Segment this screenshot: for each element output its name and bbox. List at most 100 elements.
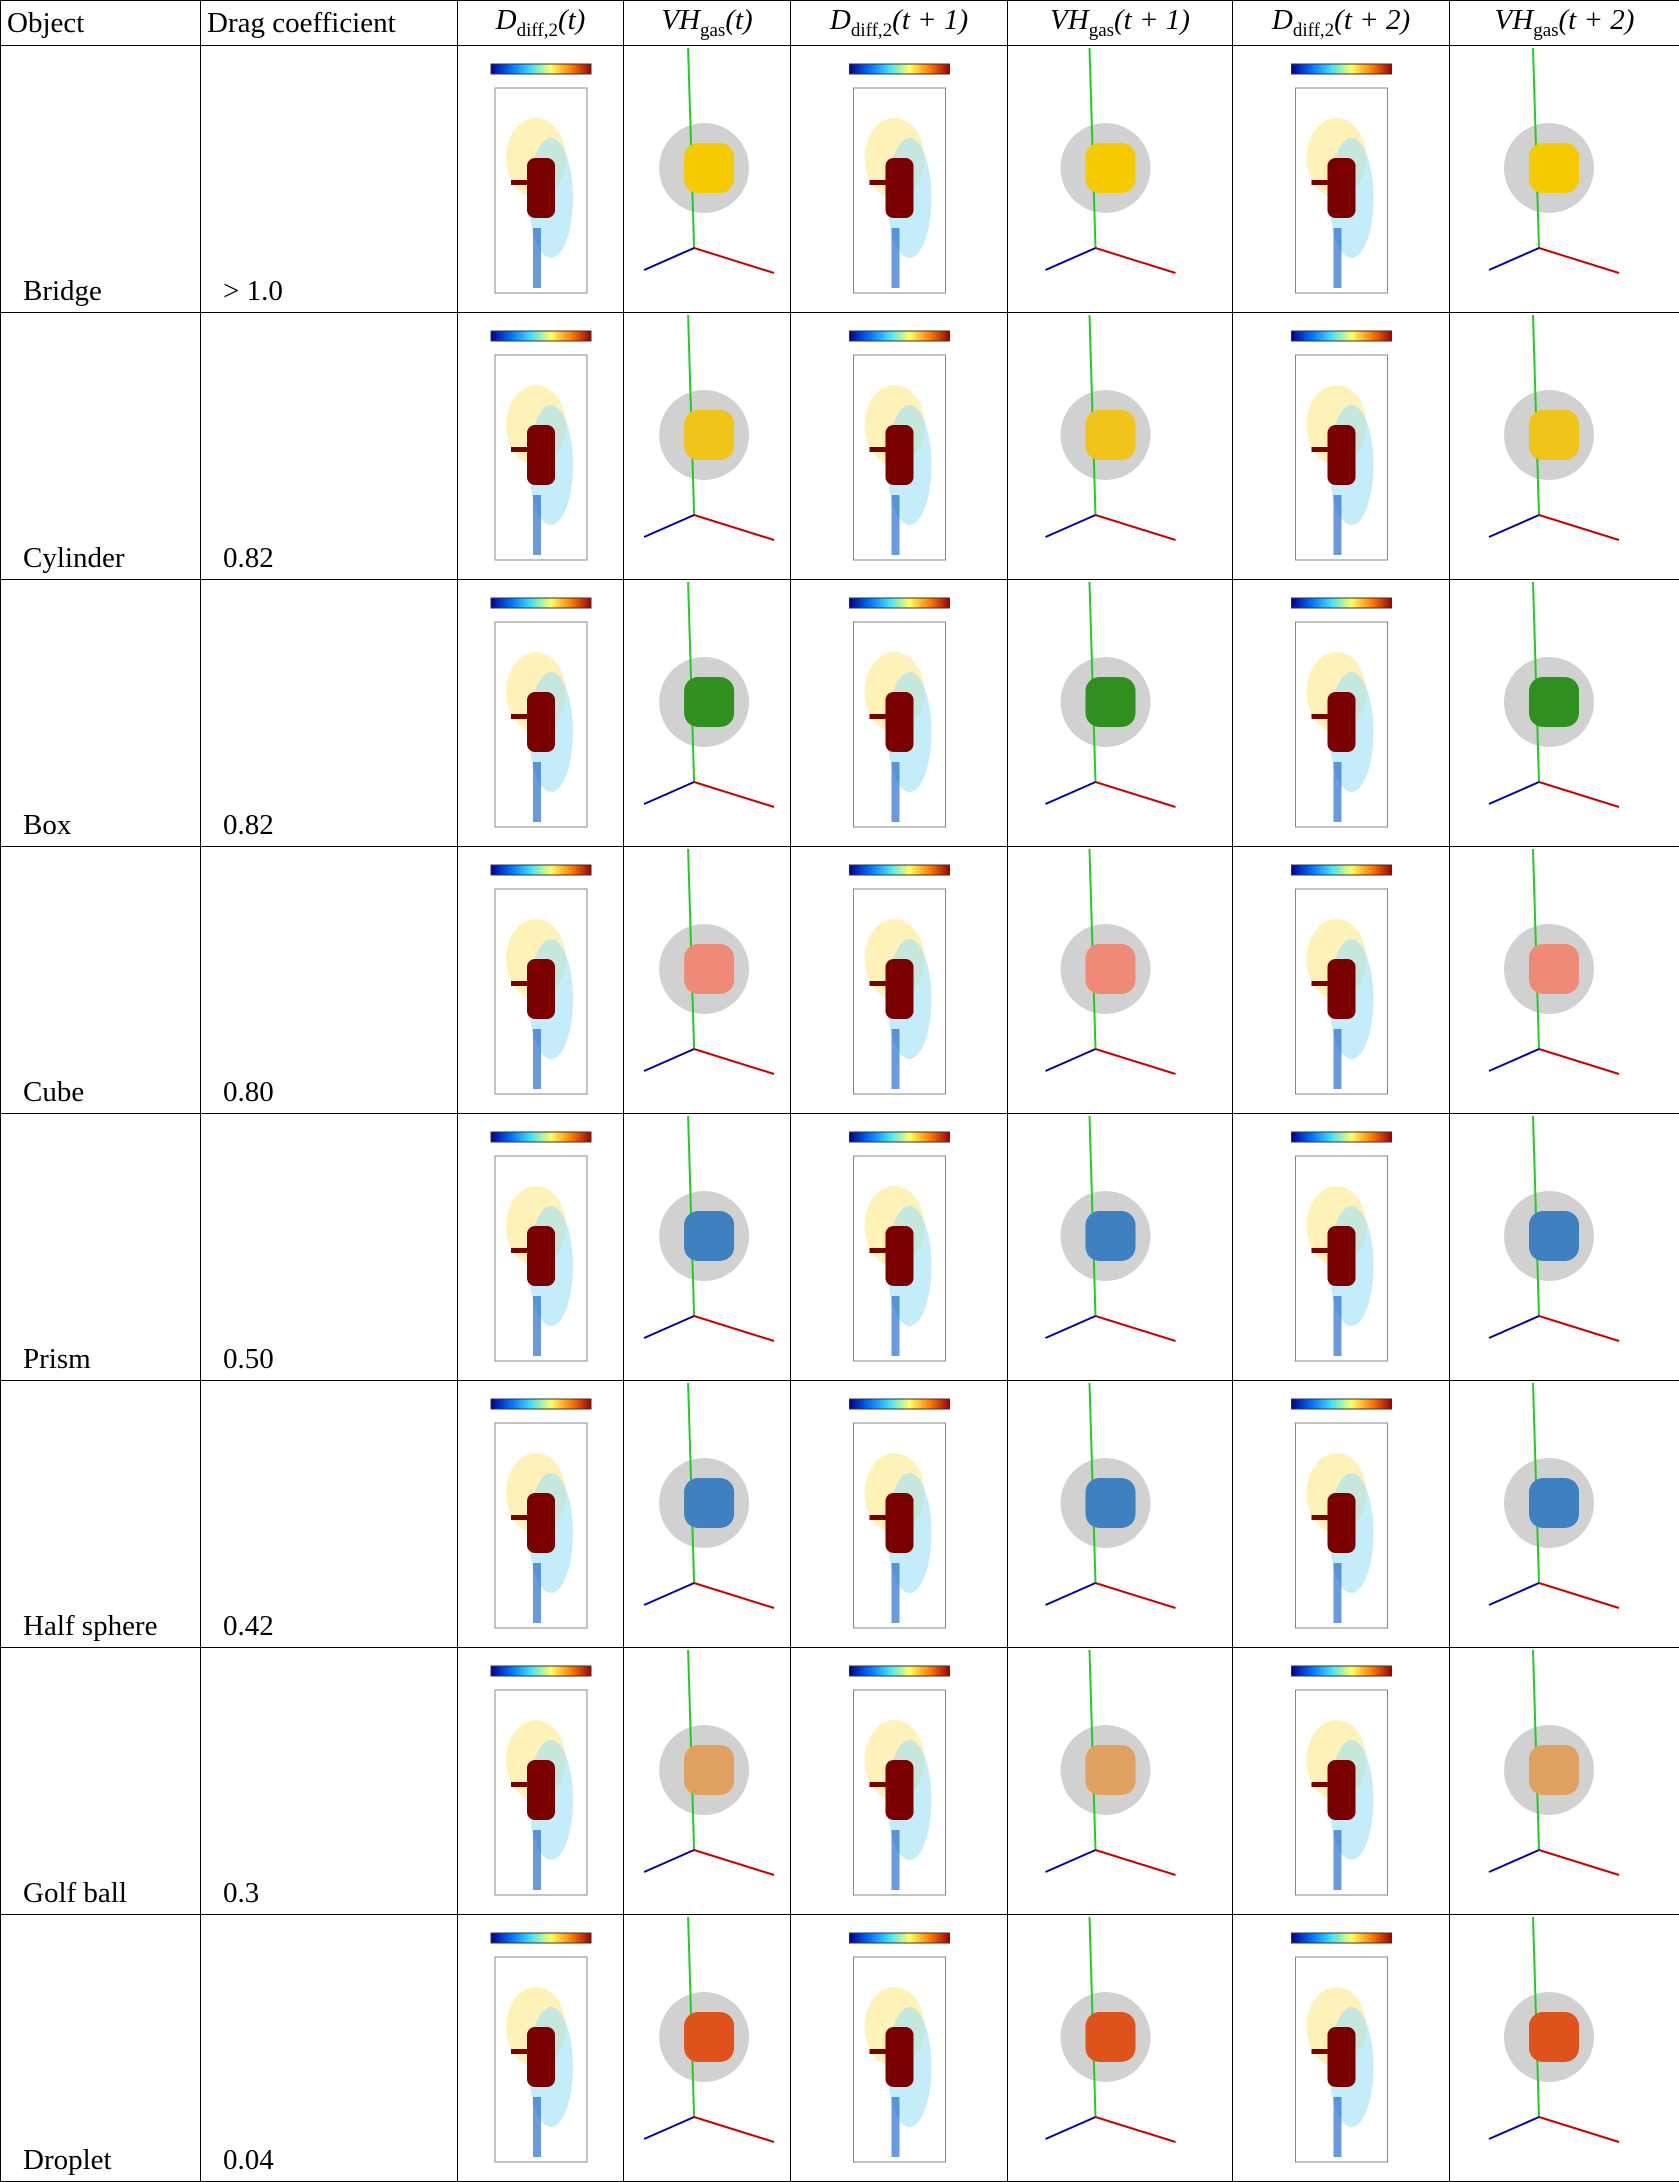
object-name: Cube — [1, 847, 201, 1114]
column-header: Drag coefficient — [201, 1, 458, 46]
volume-render — [624, 315, 791, 577]
math-arg: (t + 2) — [1559, 4, 1635, 36]
image-cell — [1233, 1648, 1450, 1915]
math-base: D — [496, 4, 517, 36]
image-cell — [1450, 46, 1679, 313]
diff-map — [1233, 582, 1450, 844]
diff-map — [458, 315, 624, 577]
math-sub: diff,2 — [851, 20, 892, 41]
volume-render — [1008, 1116, 1233, 1378]
object-name: Prism — [1, 1114, 201, 1381]
image-cell — [1233, 847, 1450, 1114]
image-cell — [1008, 847, 1233, 1114]
volume-render — [1008, 1383, 1233, 1645]
drag-coefficient: 0.80 — [201, 847, 458, 1114]
diff-map — [458, 1650, 624, 1912]
image-cell — [1008, 1648, 1233, 1915]
diff-map — [458, 1917, 624, 2179]
image-cell — [458, 1114, 624, 1381]
image-cell — [1233, 1114, 1450, 1381]
column-header: Ddiff,2(t + 2) — [1233, 1, 1450, 46]
image-cell — [458, 46, 624, 313]
diff-map — [1233, 849, 1450, 1111]
image-cell — [458, 1381, 624, 1648]
volume-render — [624, 582, 791, 844]
object-name: Half sphere — [1, 1381, 201, 1648]
image-cell — [1450, 1381, 1679, 1648]
volume-render — [1008, 315, 1233, 577]
volume-render — [624, 849, 791, 1111]
diff-map — [458, 48, 624, 310]
image-cell — [791, 1114, 1008, 1381]
diff-map — [1233, 1116, 1450, 1378]
volume-render — [1450, 849, 1679, 1111]
image-cell — [791, 1648, 1008, 1915]
image-cell — [1008, 580, 1233, 847]
diff-map — [791, 48, 1008, 310]
table-row: Bridge> 1.0 — [1, 46, 1679, 313]
image-cell — [1008, 313, 1233, 580]
object-name: Bridge — [1, 46, 201, 313]
volume-render — [1008, 849, 1233, 1111]
object-name: Golf ball — [1, 1648, 201, 1915]
image-cell — [624, 1648, 791, 1915]
math-sub: gas — [700, 20, 725, 41]
drag-coefficient: > 1.0 — [201, 46, 458, 313]
math-sub: gas — [1089, 20, 1114, 41]
diff-map — [791, 849, 1008, 1111]
drag-coefficient: 0.82 — [201, 313, 458, 580]
column-header: Ddiff,2(t + 1) — [791, 1, 1008, 46]
image-cell — [458, 1915, 624, 2182]
image-cell — [624, 580, 791, 847]
image-cell — [1233, 46, 1450, 313]
math-arg: (t) — [558, 4, 585, 36]
image-cell — [1233, 313, 1450, 580]
diff-map — [458, 1116, 624, 1378]
math-base: VH — [1495, 4, 1534, 36]
drag-coefficient: 0.3 — [201, 1648, 458, 1915]
drag-coefficient: 0.82 — [201, 580, 458, 847]
volume-render — [1450, 1650, 1679, 1912]
volume-render — [624, 1917, 791, 2179]
diff-map — [791, 315, 1008, 577]
image-cell — [1233, 580, 1450, 847]
image-cell — [458, 1648, 624, 1915]
image-cell — [1008, 1114, 1233, 1381]
volume-render — [1008, 1650, 1233, 1912]
volume-render — [624, 1116, 791, 1378]
math-base: VH — [661, 4, 700, 36]
volume-render — [1450, 1116, 1679, 1378]
column-header: VHgas(t + 2) — [1450, 1, 1679, 46]
image-cell — [458, 847, 624, 1114]
volume-render — [1008, 582, 1233, 844]
diff-map — [1233, 315, 1450, 577]
diff-map — [791, 1116, 1008, 1378]
image-cell — [1450, 1114, 1679, 1381]
object-name: Cylinder — [1, 313, 201, 580]
image-cell — [1450, 1648, 1679, 1915]
volume-render — [1008, 1917, 1233, 2179]
math-sub: diff,2 — [1293, 20, 1334, 41]
drag-coefficient: 0.42 — [201, 1381, 458, 1648]
image-cell — [624, 1915, 791, 2182]
diff-map — [791, 582, 1008, 844]
column-header: VHgas(t + 1) — [1008, 1, 1233, 46]
diff-map — [1233, 1917, 1450, 2179]
diff-map — [791, 1383, 1008, 1645]
image-cell — [624, 1114, 791, 1381]
image-cell — [624, 46, 791, 313]
image-cell — [791, 580, 1008, 847]
volume-render — [1008, 48, 1233, 310]
diff-map — [1233, 48, 1450, 310]
image-cell — [458, 313, 624, 580]
image-cell — [791, 46, 1008, 313]
math-arg: (t + 1) — [1114, 4, 1190, 36]
